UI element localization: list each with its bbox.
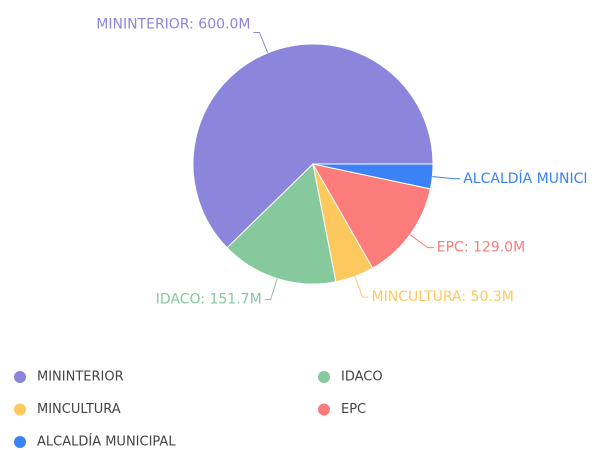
label-line	[432, 176, 461, 180]
label-line	[409, 234, 434, 249]
data-label: MINCULTURA: 50.3M	[372, 289, 514, 305]
label-line	[264, 278, 278, 301]
legend-swatch[interactable]	[14, 403, 26, 416]
legend-swatch[interactable]	[14, 371, 26, 383]
pie-slice[interactable]	[226, 162, 337, 285]
legend-label[interactable]: MINCULTURA	[37, 402, 121, 417]
label-line	[354, 276, 369, 298]
data-label: IDACO: 151.7M	[156, 292, 262, 308]
label-line	[253, 31, 269, 54]
legend-label[interactable]: EPC	[341, 402, 366, 417]
legend-label[interactable]: MININTERIOR	[37, 370, 124, 385]
legend-swatch[interactable]	[318, 371, 330, 383]
data-label: MININTERIOR: 600.0M	[96, 16, 250, 32]
data-label: EPC: 129.0M	[437, 240, 525, 256]
legend-label[interactable]: ALCALDÍA MUNICIPAL	[37, 434, 176, 450]
legend-swatch[interactable]	[318, 403, 330, 416]
data-label: ALCALDÍA MUNICI	[463, 170, 587, 187]
legend-label[interactable]: IDACO	[341, 370, 383, 385]
legend-swatch[interactable]	[14, 436, 26, 448]
